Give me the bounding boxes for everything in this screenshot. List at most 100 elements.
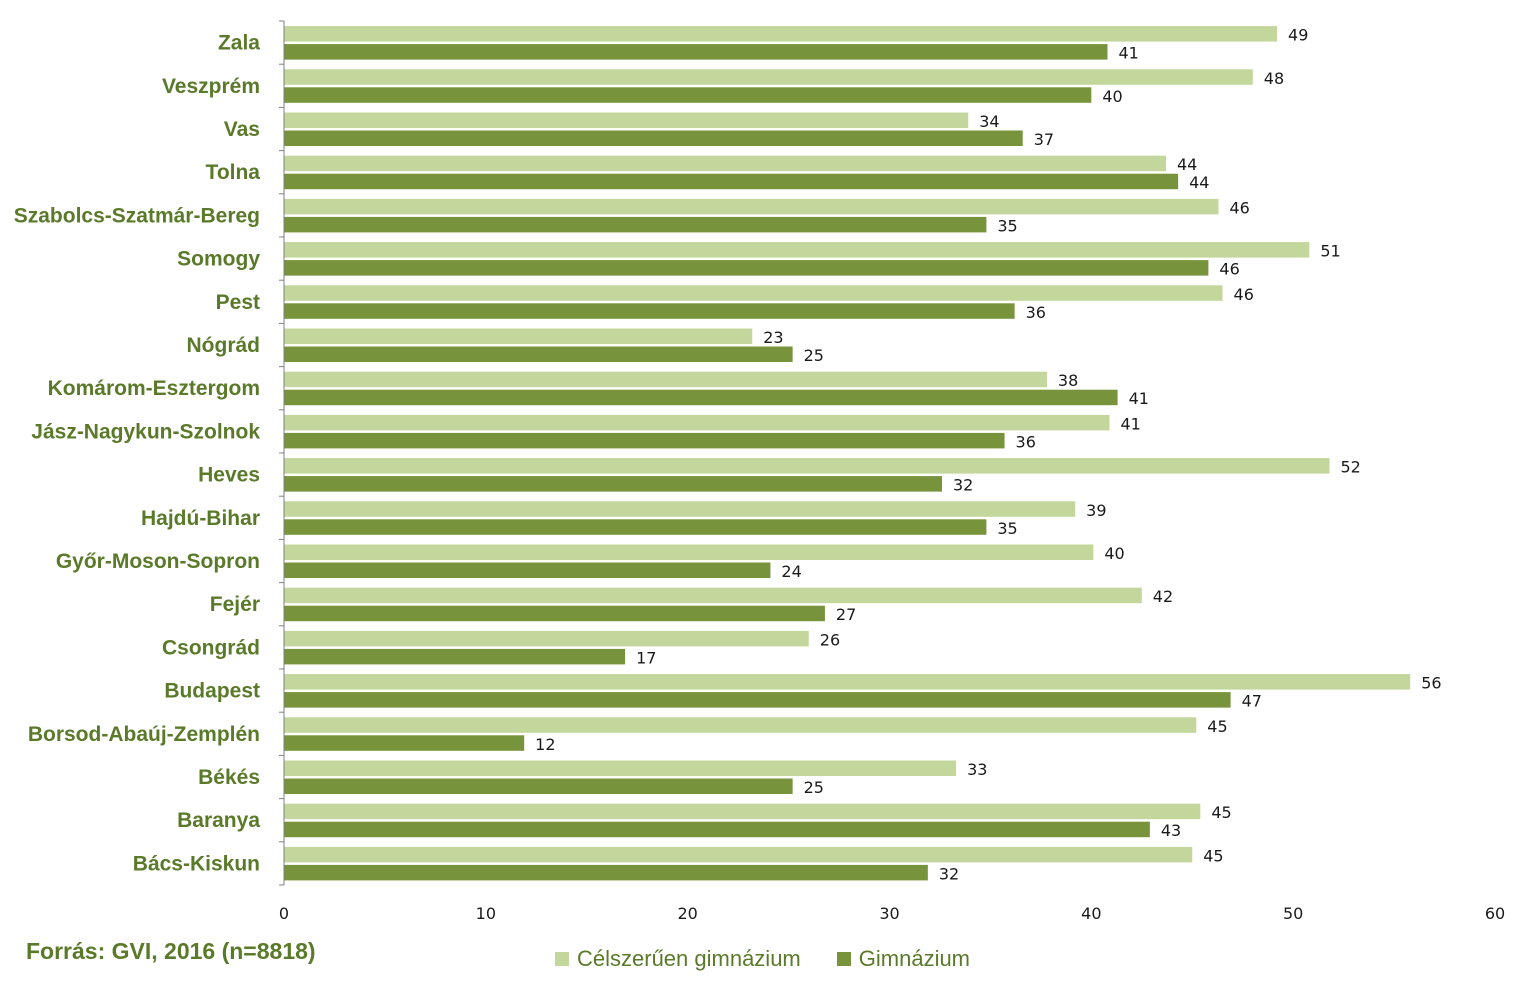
- bar-series-2: [284, 519, 987, 535]
- data-label: 51: [1320, 242, 1340, 261]
- data-label: 45: [1207, 717, 1227, 736]
- data-label: 49: [1288, 26, 1308, 45]
- data-label: 32: [939, 864, 959, 883]
- legend-label-series-1: Célszerűen gimnázium: [577, 946, 801, 971]
- bar-series-2: [284, 692, 1231, 708]
- bar-series-1: [284, 69, 1253, 85]
- x-tick-label: 20: [677, 904, 697, 923]
- bar-series-2: [284, 605, 825, 622]
- bar-series-2: [284, 864, 928, 881]
- bar-series-1: [284, 458, 1330, 474]
- data-label: 38: [1058, 371, 1078, 390]
- data-label: 25: [804, 778, 824, 797]
- data-label: 46: [1229, 198, 1249, 217]
- data-label: 36: [1026, 303, 1046, 322]
- data-label: 40: [1104, 544, 1124, 563]
- data-label: 23: [763, 328, 783, 347]
- bar-series-1: [284, 414, 1110, 431]
- data-label: 35: [997, 216, 1017, 235]
- data-label: 48: [1264, 69, 1284, 88]
- bar-series-2: [284, 778, 793, 794]
- legend-label-series-2: Gimnázium: [858, 946, 971, 971]
- data-label: 27: [836, 605, 856, 624]
- data-label: 32: [953, 476, 973, 495]
- category-label: Veszprém: [162, 75, 260, 98]
- bar-series-1: [284, 544, 1094, 560]
- data-label: 12: [535, 735, 555, 754]
- bar-series-1: [284, 630, 809, 647]
- data-label: 41: [1118, 44, 1138, 63]
- bar-series-1: [284, 328, 753, 344]
- data-label: 34: [979, 112, 999, 131]
- category-label: Fejér: [210, 593, 260, 616]
- data-label: 41: [1129, 389, 1149, 408]
- data-label: 35: [997, 519, 1017, 538]
- bar-series-1: [284, 760, 957, 776]
- category-label: Heves: [198, 464, 260, 487]
- bar-series-1: [284, 26, 1278, 42]
- legend-item-series-2: Gimnázium: [836, 946, 971, 972]
- bar-series-1: [284, 803, 1201, 820]
- bar-series-2: [284, 389, 1118, 406]
- data-label: 17: [636, 648, 656, 667]
- bar-series-2: [284, 648, 626, 665]
- category-label: Csongrád: [162, 636, 260, 659]
- data-label: 45: [1211, 803, 1231, 822]
- category-label: Győr-Moson-Sopron: [56, 550, 260, 573]
- bar-series-2: [284, 130, 1023, 146]
- category-label: Nógrád: [187, 334, 261, 357]
- bar-series-2: [284, 216, 987, 233]
- category-label: Vas: [224, 118, 260, 141]
- bar-series-1: [284, 674, 1411, 690]
- bar-series-1: [284, 371, 1047, 388]
- data-label: 42: [1153, 587, 1173, 606]
- bar-series-1: [284, 846, 1193, 863]
- data-label: 24: [781, 562, 801, 581]
- legend-item-series-1: Célszerűen gimnázium: [555, 946, 801, 972]
- data-label: 36: [1016, 432, 1036, 451]
- category-label: Bács-Kiskun: [133, 852, 260, 875]
- category-label: Komárom-Esztergom: [48, 377, 260, 400]
- data-label: 46: [1219, 260, 1239, 279]
- bar-series-2: [284, 87, 1092, 103]
- category-label: Jász-Nagykun-Szolnok: [31, 420, 260, 443]
- bar-series-1: [284, 717, 1197, 733]
- data-label: 26: [820, 630, 840, 649]
- data-label: 46: [1234, 285, 1254, 304]
- category-label: Somogy: [177, 248, 260, 271]
- bar-series-2: [284, 735, 525, 751]
- bar-series-2: [284, 260, 1209, 276]
- x-tick-label: 0: [279, 904, 289, 923]
- data-label: 47: [1242, 692, 1262, 711]
- data-label: 44: [1177, 155, 1197, 174]
- data-label: 44: [1189, 173, 1209, 192]
- bar-series-1: [284, 112, 969, 128]
- bar-series-2: [284, 821, 1150, 838]
- bar-series-1: [284, 155, 1167, 172]
- bar-series-2: [284, 476, 942, 492]
- data-label: 40: [1102, 87, 1122, 106]
- category-label: Borsod-Abaúj-Zemplén: [28, 723, 260, 746]
- data-label: 37: [1034, 130, 1054, 149]
- category-label: Budapest: [164, 680, 260, 703]
- category-label: Hajdú-Bihar: [141, 507, 260, 530]
- data-label: 39: [1086, 501, 1106, 520]
- data-label: 43: [1161, 821, 1181, 840]
- data-label: 52: [1340, 458, 1360, 477]
- data-label: 56: [1421, 674, 1441, 693]
- bar-series-1: [284, 285, 1223, 301]
- bar-series-2: [284, 44, 1108, 60]
- legend-swatch-series-2: [836, 952, 851, 966]
- category-label: Pest: [216, 291, 260, 314]
- category-label: Szabolcs-Szatmár-Bereg: [14, 204, 260, 227]
- category-label: Baranya: [177, 809, 260, 832]
- legend: Célszerűen gimnázium Gimnázium: [555, 946, 1006, 972]
- bar-series-2: [284, 173, 1179, 190]
- bar-series-2: [284, 432, 1005, 449]
- category-label: Békés: [198, 766, 260, 789]
- bar-series-2: [284, 346, 793, 362]
- legend-swatch-series-1: [555, 952, 569, 966]
- x-tick-label: 60: [1485, 904, 1505, 923]
- data-label: 25: [804, 346, 824, 365]
